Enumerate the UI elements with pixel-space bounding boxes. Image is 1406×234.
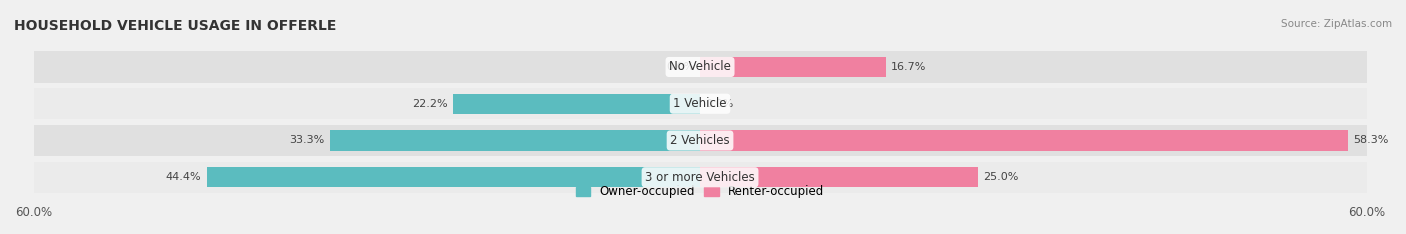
Text: 2 Vehicles: 2 Vehicles	[671, 134, 730, 147]
Bar	[34, 162, 1367, 193]
Text: 25.0%: 25.0%	[983, 172, 1019, 182]
Bar	[34, 51, 1367, 83]
Bar	[700, 130, 1347, 151]
Bar	[207, 167, 700, 187]
Text: 58.3%: 58.3%	[1353, 135, 1389, 146]
Text: 1 Vehicle: 1 Vehicle	[673, 97, 727, 110]
Text: 3 or more Vehicles: 3 or more Vehicles	[645, 171, 755, 184]
Bar	[34, 125, 1367, 156]
Text: 44.4%: 44.4%	[166, 172, 201, 182]
Legend: Owner-occupied, Renter-occupied: Owner-occupied, Renter-occupied	[571, 181, 830, 203]
Text: 0.0%: 0.0%	[666, 62, 695, 72]
Text: HOUSEHOLD VEHICLE USAGE IN OFFERLE: HOUSEHOLD VEHICLE USAGE IN OFFERLE	[14, 19, 336, 33]
Text: 22.2%: 22.2%	[412, 99, 449, 109]
Text: 0.0%: 0.0%	[706, 99, 734, 109]
Text: 16.7%: 16.7%	[891, 62, 927, 72]
Text: Source: ZipAtlas.com: Source: ZipAtlas.com	[1281, 19, 1392, 29]
Text: 33.3%: 33.3%	[290, 135, 325, 146]
Bar	[330, 130, 700, 151]
Bar	[34, 88, 1367, 119]
Bar	[454, 94, 700, 114]
Bar	[700, 167, 977, 187]
Bar	[700, 57, 886, 77]
Text: No Vehicle: No Vehicle	[669, 60, 731, 73]
